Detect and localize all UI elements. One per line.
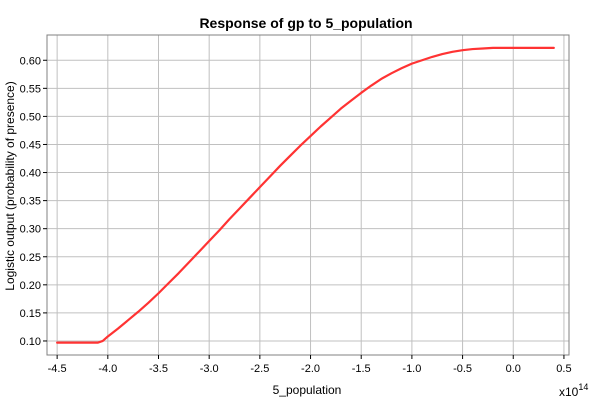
x-tick-label: -3.5 [149,363,168,375]
axis-ticks: -4.5 -4.0 -3.5 -3.0 -2.5 -2.0 -1.5 -1.0 -0.5 0.0 0… [20,55,572,375]
series-layer [56,46,555,344]
plot-frame [46,34,570,356]
y-tick-label: 0.10 [20,336,41,348]
y-axis-label: Logistic output (probability of presence… [3,81,17,290]
y-tick-label: 0.25 [20,252,41,264]
y-tick-label: 0.20 [20,280,41,292]
series-line-0 [56,46,555,344]
y-tick-label: 0.50 [20,111,41,123]
y-tick-label: 0.40 [20,168,41,180]
x-tick-label: -1.5 [352,363,371,375]
x-tick-label: -1.0 [402,363,421,375]
x-tick-label: -3.0 [200,363,219,375]
x-tick-label: 0.0 [506,363,521,375]
y-tick-label: 0.35 [20,196,41,208]
x-multiplier: x1014 [559,382,588,399]
x-multiplier-base: x10 [559,385,579,399]
x-tick-label: 0.5 [556,363,571,375]
chart-title: Response of gp to 5_population [199,15,412,31]
y-tick-label: 0.30 [20,224,41,236]
grid [47,35,569,355]
x-tick-label: -2.0 [301,363,320,375]
x-axis-label: 5_population [273,383,342,397]
y-tick-label: 0.45 [20,139,41,151]
x-tick-label: -4.5 [48,363,67,375]
x-tick-label: -2.5 [250,363,269,375]
y-tick-label: 0.60 [20,55,41,67]
x-multiplier-exponent: 14 [578,382,588,392]
y-tick-label: 0.55 [20,83,41,95]
x-tick-label: -4.0 [98,363,117,375]
y-tick-label: 0.15 [20,308,41,320]
x-tick-label: -0.5 [453,363,472,375]
